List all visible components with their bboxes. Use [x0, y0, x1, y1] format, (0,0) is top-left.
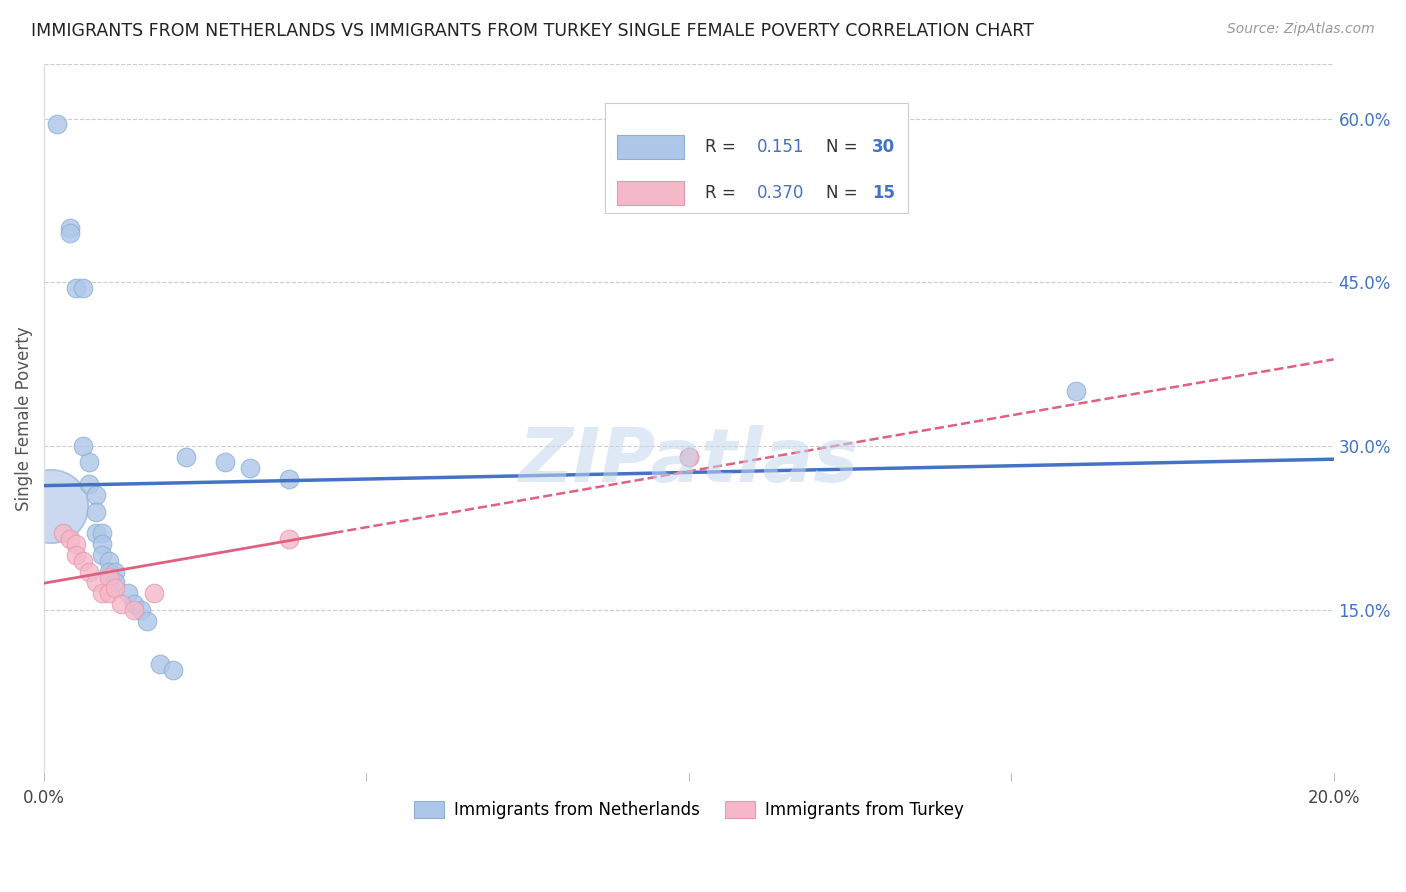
Point	[104, 581, 127, 595]
Point	[65, 548, 87, 562]
Point	[174, 450, 197, 464]
Point	[239, 461, 262, 475]
Point	[678, 450, 700, 464]
Point	[104, 575, 127, 590]
Point	[117, 586, 139, 600]
Point	[84, 575, 107, 590]
Point	[91, 548, 114, 562]
Point	[65, 281, 87, 295]
Point	[97, 586, 120, 600]
Point	[124, 597, 146, 611]
Point	[97, 553, 120, 567]
Point	[97, 570, 120, 584]
Point	[91, 537, 114, 551]
Point	[84, 504, 107, 518]
Point	[278, 532, 301, 546]
Y-axis label: Single Female Poverty: Single Female Poverty	[15, 326, 32, 511]
Point	[142, 586, 165, 600]
Point	[72, 439, 94, 453]
Point	[77, 565, 100, 579]
Point	[46, 117, 69, 131]
Point	[97, 565, 120, 579]
Point	[59, 532, 82, 546]
Text: Source: ZipAtlas.com: Source: ZipAtlas.com	[1227, 22, 1375, 37]
Point	[39, 499, 62, 513]
Point	[72, 281, 94, 295]
Point	[678, 450, 700, 464]
Point	[59, 226, 82, 240]
Point	[91, 526, 114, 541]
Legend: Immigrants from Netherlands, Immigrants from Turkey: Immigrants from Netherlands, Immigrants …	[408, 794, 970, 825]
Point	[110, 597, 132, 611]
Point	[77, 455, 100, 469]
Point	[84, 488, 107, 502]
Point	[1064, 384, 1087, 399]
Point	[136, 614, 159, 628]
Point	[65, 537, 87, 551]
Point	[129, 603, 152, 617]
Point	[162, 663, 184, 677]
Point	[52, 526, 75, 541]
Point	[77, 477, 100, 491]
Point	[104, 565, 127, 579]
Point	[59, 220, 82, 235]
Text: IMMIGRANTS FROM NETHERLANDS VS IMMIGRANTS FROM TURKEY SINGLE FEMALE POVERTY CORR: IMMIGRANTS FROM NETHERLANDS VS IMMIGRANT…	[31, 22, 1033, 40]
Point	[149, 657, 172, 672]
Point	[214, 455, 236, 469]
Point	[72, 553, 94, 567]
Point	[91, 586, 114, 600]
Text: ZIPatlas: ZIPatlas	[519, 425, 859, 498]
Point	[278, 472, 301, 486]
Point	[84, 526, 107, 541]
Point	[124, 603, 146, 617]
